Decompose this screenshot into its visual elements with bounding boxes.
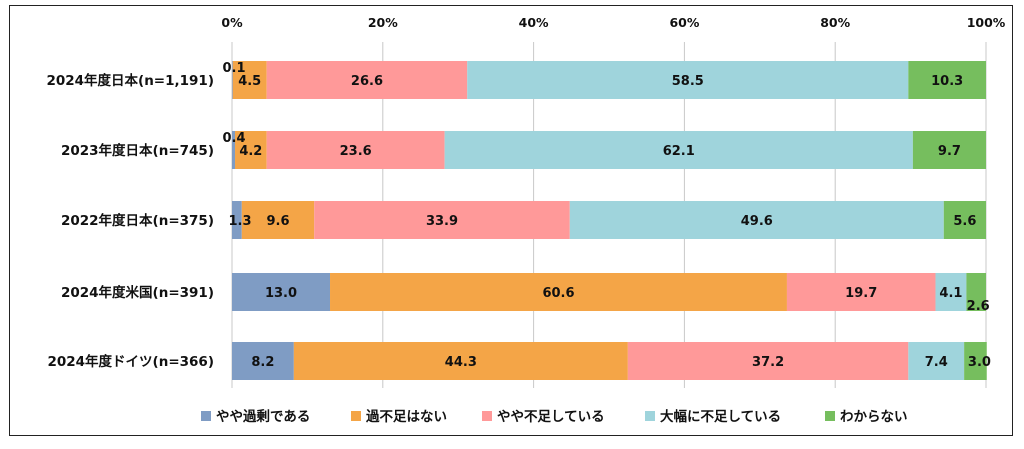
data-label: 0.4 <box>222 131 245 146</box>
bar-segment <box>966 273 986 311</box>
bar-segment <box>330 273 787 311</box>
legend-label: 大幅に不足している <box>660 408 781 425</box>
data-label: 4.1 <box>939 286 962 301</box>
x-tick-label: 100% <box>967 15 1006 30</box>
data-label: 10.3 <box>931 74 963 89</box>
data-label: 60.6 <box>542 286 574 301</box>
data-label: 3.0 <box>968 355 991 370</box>
bar-segment <box>444 131 913 169</box>
data-label: 4.5 <box>238 74 261 89</box>
bar-segment <box>964 342 987 380</box>
data-label: 1.3 <box>228 214 251 229</box>
bar-segment <box>908 61 986 99</box>
data-label: 33.9 <box>426 214 458 229</box>
legend-swatch <box>825 411 835 421</box>
bar-segment <box>908 342 965 380</box>
data-label: 44.3 <box>445 355 477 370</box>
data-label: 4.2 <box>239 144 262 159</box>
x-tick-label: 40% <box>519 15 549 30</box>
bar-segment <box>467 61 909 99</box>
data-label: 2.6 <box>967 299 990 314</box>
data-label: 26.6 <box>351 74 383 89</box>
data-label: 13.0 <box>265 286 297 301</box>
bar-segment <box>786 273 936 311</box>
bar-segment <box>569 201 944 239</box>
data-label: 9.7 <box>938 144 961 159</box>
legend-label: 過不足はない <box>365 409 447 425</box>
bar-segment <box>241 201 315 239</box>
data-label: 19.7 <box>845 286 877 301</box>
category-label: 2022年度日本(n=375) <box>61 212 214 229</box>
data-label: 58.5 <box>672 74 704 89</box>
data-label: 5.6 <box>953 214 976 229</box>
bar-segment <box>232 342 294 380</box>
data-label: 49.6 <box>741 214 773 229</box>
data-label: 37.2 <box>752 355 784 370</box>
bar-segment <box>232 131 236 169</box>
data-label: 0.1 <box>222 61 245 76</box>
legend-label: やや不足している <box>497 409 605 425</box>
legend-swatch <box>645 411 655 421</box>
bar-segment <box>266 131 445 169</box>
legend-swatch <box>351 411 361 421</box>
x-tick-label: 60% <box>669 15 699 30</box>
category-label: 2024年度米国(n=391) <box>61 284 214 301</box>
legend-label: わからない <box>840 409 908 425</box>
data-label: 23.6 <box>340 144 372 159</box>
legend-swatch <box>482 411 492 421</box>
bar-segment <box>232 61 267 99</box>
bar-segment <box>266 61 468 99</box>
x-tick-label: 20% <box>368 15 398 30</box>
data-label: 7.4 <box>925 355 948 370</box>
bar-segment <box>943 201 986 239</box>
data-label: 9.6 <box>266 214 289 229</box>
legend-swatch <box>201 411 211 421</box>
bar-segment <box>935 273 967 311</box>
bar-segment <box>293 342 628 380</box>
category-label: 2023年度日本(n=745) <box>61 142 214 159</box>
bar-segment <box>314 201 570 239</box>
bar-segment <box>232 61 233 99</box>
category-label: 2024年度日本(n=1,191) <box>46 72 214 89</box>
x-tick-label: 80% <box>820 15 850 30</box>
data-label: 8.2 <box>251 355 274 370</box>
bar-segment <box>232 273 331 311</box>
bar-segment <box>232 201 242 239</box>
bar-segment <box>235 131 267 169</box>
bar-segment <box>627 342 909 380</box>
x-tick-label: 0% <box>221 15 243 30</box>
category-label: 2024年度ドイツ(n=366) <box>47 353 214 370</box>
legend-label: やや過剰である <box>216 408 310 425</box>
bar-segment <box>912 131 986 169</box>
data-label: 62.1 <box>663 144 695 159</box>
